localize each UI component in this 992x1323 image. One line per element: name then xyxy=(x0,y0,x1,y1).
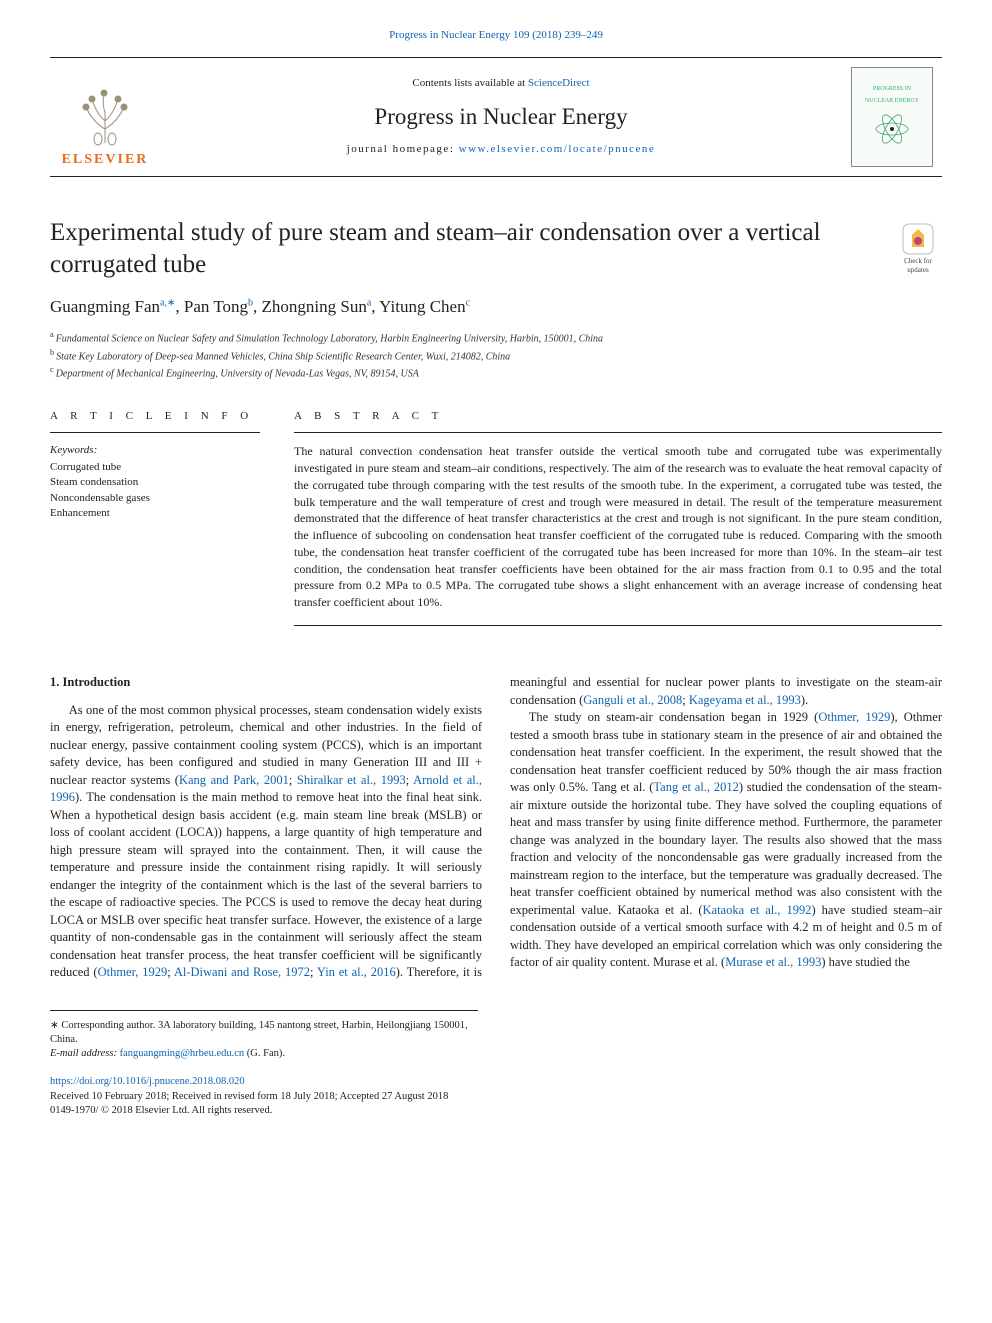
article-info: A R T I C L E I N F O Keywords: Corrugat… xyxy=(50,409,260,636)
copyright-line: 0149-1970/ © 2018 Elsevier Ltd. All righ… xyxy=(50,1104,942,1119)
top-citation-link[interactable]: Progress in Nuclear Energy 109 (2018) 23… xyxy=(389,29,603,41)
homepage-prefix: journal homepage: xyxy=(347,143,459,155)
text: ) have studied the xyxy=(821,955,910,969)
corr-author-note: ∗ Corresponding author. 3A laboratory bu… xyxy=(50,1019,478,1047)
keyword: Corrugated tube xyxy=(50,460,260,475)
ref-link[interactable]: Othmer, 1929 xyxy=(818,710,890,724)
aff-text: Fundamental Science on Nuclear Safety an… xyxy=(56,333,603,344)
sciencedirect-link[interactable]: ScienceDirect xyxy=(528,77,590,89)
text: ; xyxy=(289,773,297,787)
aff-key: b xyxy=(50,348,54,357)
text: ; xyxy=(406,773,413,787)
top-citation: Progress in Nuclear Energy 109 (2018) 23… xyxy=(50,28,942,43)
author: Pan Tong xyxy=(184,297,248,316)
rule xyxy=(294,432,942,433)
dates-line: Received 10 February 2018; Received in r… xyxy=(50,1090,942,1105)
affiliations: aFundamental Science on Nuclear Safety a… xyxy=(50,329,942,381)
homepage-link[interactable]: www.elsevier.com/locate/pnucene xyxy=(459,143,656,155)
author-aff[interactable]: c xyxy=(466,297,470,308)
aff-text: State Key Laboratory of Deep-sea Manned … xyxy=(56,351,510,362)
article-info-heading: A R T I C L E I N F O xyxy=(50,409,260,424)
body-text: 1. Introduction As one of the most commo… xyxy=(50,674,942,982)
publisher-label: ELSEVIER xyxy=(50,151,160,170)
keyword: Steam condensation xyxy=(50,475,260,490)
corr-marker[interactable]: ,∗ xyxy=(164,297,175,308)
contents-prefix: Contents lists available at xyxy=(412,77,527,89)
author: Yitung Chen xyxy=(379,297,465,316)
ref-link[interactable]: Tang et al., 2012 xyxy=(653,780,738,794)
text: ; xyxy=(682,693,689,707)
ref-link[interactable]: Kang and Park, 2001 xyxy=(179,773,289,787)
journal-name: Progress in Nuclear Energy xyxy=(374,101,627,132)
text: ; xyxy=(167,965,174,979)
abstract-heading: A B S T R A C T xyxy=(294,409,942,424)
paragraph: The study on steam-air condensation bega… xyxy=(510,709,942,972)
ref-link[interactable]: Murase et al., 1993 xyxy=(725,955,821,969)
cover-text-1: PROGRESS IN xyxy=(873,85,911,93)
ref-link[interactable]: Kageyama et al., 1993 xyxy=(689,693,801,707)
title-row: Experimental study of pure steam and ste… xyxy=(50,217,942,282)
homepage-line: journal homepage: www.elsevier.com/locat… xyxy=(347,142,656,157)
text: ) studied the condensation of the steam-… xyxy=(510,780,942,917)
rule xyxy=(50,432,260,433)
ref-link[interactable]: Othmer, 1929 xyxy=(98,965,168,979)
keywords-label: Keywords: xyxy=(50,443,260,458)
author-aff[interactable]: b xyxy=(248,297,253,308)
affiliation: aFundamental Science on Nuclear Safety a… xyxy=(50,329,942,346)
atom-icon xyxy=(872,109,912,149)
info-abstract-row: A R T I C L E I N F O Keywords: Corrugat… xyxy=(50,409,942,636)
check-updates-icon xyxy=(900,221,936,257)
check-updates-line2: updates xyxy=(907,266,928,275)
ref-link[interactable]: Ganguli et al., 2008 xyxy=(583,693,682,707)
abstract-text: The natural convection condensation heat… xyxy=(294,443,942,611)
page-footer: https://doi.org/10.1016/j.pnucene.2018.0… xyxy=(50,1075,942,1119)
aff-key: c xyxy=(50,365,54,374)
email-link[interactable]: fanguangming@hrbeu.edu.cn xyxy=(120,1048,245,1059)
text: The study on steam-air condensation bega… xyxy=(529,710,819,724)
affiliation: bState Key Laboratory of Deep-sea Manned… xyxy=(50,347,942,364)
ref-link[interactable]: Kataoka et al., 1992 xyxy=(703,903,812,917)
ref-link[interactable]: Yin et al., 2016 xyxy=(317,965,396,979)
ref-link[interactable]: Al-Diwani and Rose, 1972 xyxy=(174,965,310,979)
header-center: Contents lists available at ScienceDirec… xyxy=(160,58,842,176)
journal-header: ELSEVIER Contents lists available at Sci… xyxy=(50,57,942,177)
check-updates-line1: Check for xyxy=(904,257,932,266)
ref-link[interactable]: Shiralkar et al., 1993 xyxy=(297,773,406,787)
email-label: E-mail address: xyxy=(50,1048,120,1059)
elsevier-tree-icon xyxy=(70,81,140,151)
author: Guangming Fan xyxy=(50,297,160,316)
keyword: Enhancement xyxy=(50,506,260,521)
text: ; xyxy=(310,965,317,979)
journal-cover-thumb: PROGRESS IN NUCLEAR ENERGY xyxy=(851,67,933,167)
article-title: Experimental study of pure steam and ste… xyxy=(50,217,874,282)
check-updates-badge[interactable]: Check for updates xyxy=(894,221,942,276)
doi-link[interactable]: https://doi.org/10.1016/j.pnucene.2018.0… xyxy=(50,1076,245,1087)
text: ). The condensation is the main method t… xyxy=(50,790,482,979)
affiliation: cDepartment of Mechanical Engineering, U… xyxy=(50,364,942,381)
authors-line: Guangming Fana,∗, Pan Tongb, Zhongning S… xyxy=(50,296,942,319)
keyword: Noncondensable gases xyxy=(50,491,260,506)
author: Zhongning Sun xyxy=(262,297,367,316)
abstract: A B S T R A C T The natural convection c… xyxy=(294,409,942,636)
keywords-list: Corrugated tube Steam condensation Nonco… xyxy=(50,460,260,522)
publisher-block: ELSEVIER xyxy=(50,58,160,176)
text: ). xyxy=(801,693,808,707)
section-heading: 1. Introduction xyxy=(50,674,482,692)
cover-text-2: NUCLEAR ENERGY xyxy=(865,97,919,105)
contents-available-line: Contents lists available at ScienceDirec… xyxy=(412,76,589,91)
email-line: E-mail address: fanguangming@hrbeu.edu.c… xyxy=(50,1047,478,1061)
email-suffix: (G. Fan). xyxy=(244,1048,285,1059)
journal-cover-block: PROGRESS IN NUCLEAR ENERGY xyxy=(842,58,942,176)
aff-key: a xyxy=(50,330,54,339)
aff-text: Department of Mechanical Engineering, Un… xyxy=(56,369,419,380)
rule xyxy=(294,625,942,626)
author-aff[interactable]: a xyxy=(367,297,371,308)
footnotes: ∗ Corresponding author. 3A laboratory bu… xyxy=(50,1010,478,1062)
